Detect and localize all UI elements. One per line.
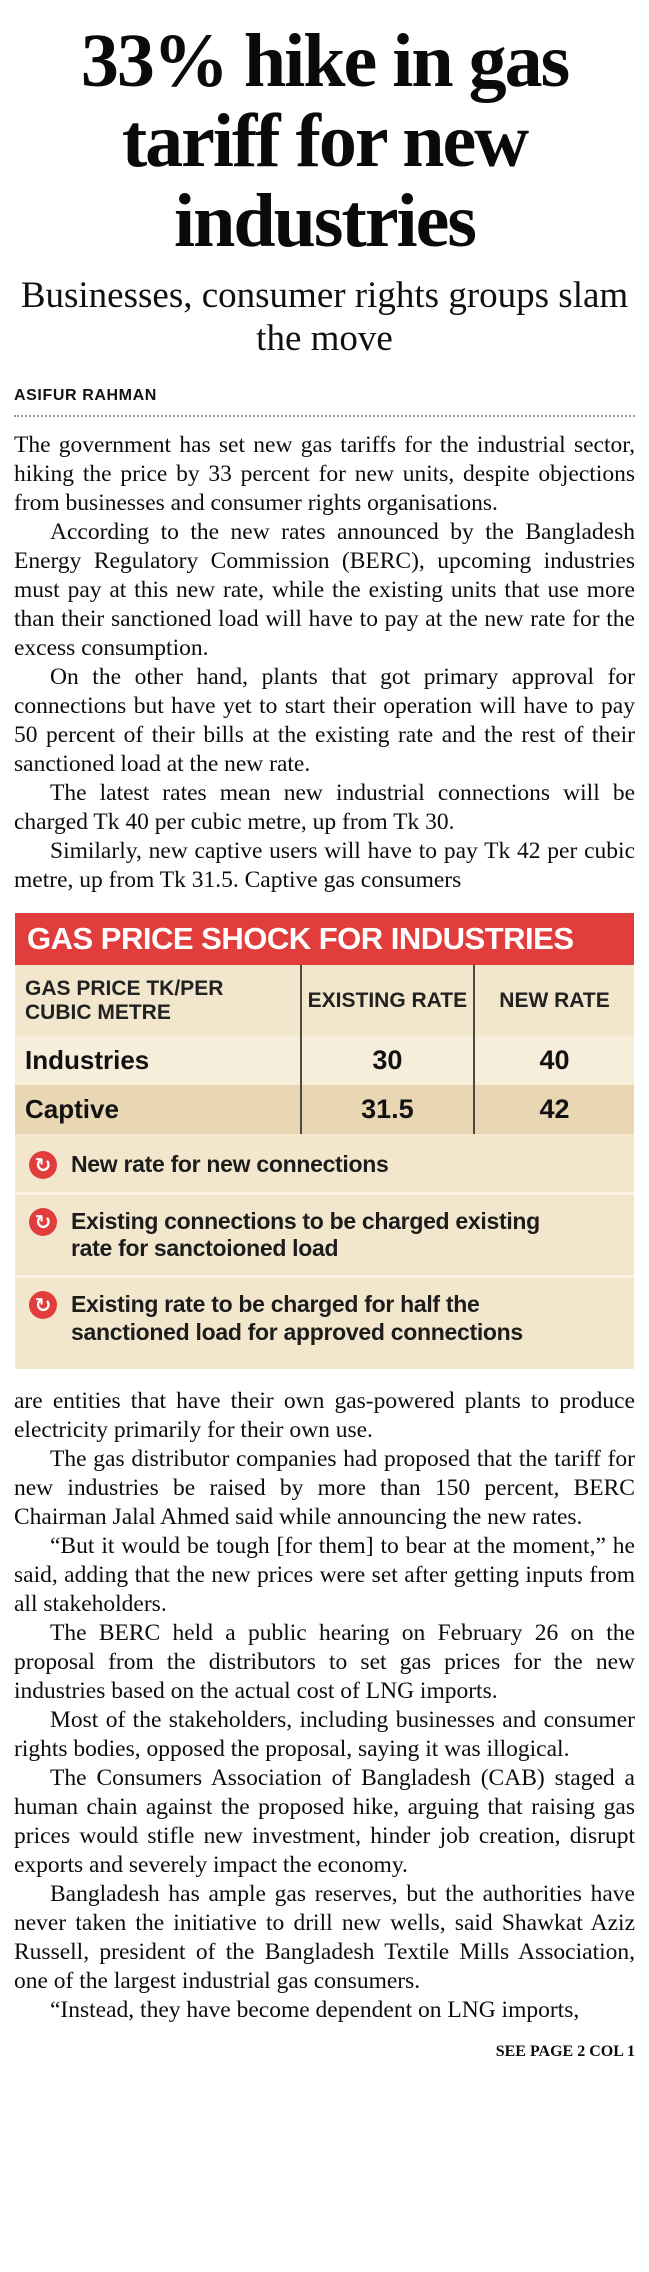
row-label: Captive (25, 1094, 119, 1125)
table-header-price-metric: GAS PRICE TK/PER CUBIC METRE (25, 977, 224, 1024)
article-body-top: The government has set new gas tariffs f… (14, 431, 635, 895)
article-paragraph: “Instead, they have become dependent on … (50, 1996, 580, 2023)
table-header-new-rate: NEW RATE (473, 965, 634, 1037)
headline: 33% hike in gas tariff for new industrie… (80, 19, 570, 263)
table-header-existing-rate: EXISTING RATE (299, 965, 473, 1037)
infographic-title-banner: GAS PRICE SHOCK FOR INDUSTRIES (15, 913, 634, 966)
circular-arrow-icon: ↻ (29, 1208, 57, 1237)
table-row-captive: Captive 31.5 42 (15, 1085, 634, 1135)
new-rate-value: 40 (473, 1036, 634, 1086)
article-body-bottom: are entities that have their own gas-pow… (14, 1387, 635, 2025)
byline-divider (14, 415, 635, 418)
subheadline: Businesses, consumer rights groups slam … (20, 275, 629, 360)
table-header-row: GAS PRICE TK/PER CUBIC METRE EXISTING RA… (15, 965, 634, 1037)
article-paragraph: Similarly, new captive users will have t… (14, 838, 635, 894)
article-paragraph: According to the new rates announced by … (14, 519, 635, 662)
table-row-industries: Industries 30 40 (15, 1036, 634, 1086)
article-paragraph: The gas distributor companies had propos… (14, 1445, 635, 1530)
note-item: ↻ Existing rate to be charged for half t… (15, 1275, 634, 1358)
article-paragraph: Most of the stakeholders, including busi… (14, 1706, 635, 1762)
new-rate-value: 42 (473, 1085, 634, 1135)
existing-rate-value: 31.5 (299, 1085, 473, 1135)
article-paragraph: The latest rates mean new industrial con… (14, 780, 635, 836)
byline: ASIFUR RAHMAN (14, 387, 157, 405)
gas-price-table: GAS PRICE TK/PER CUBIC METRE EXISTING RA… (15, 965, 634, 1135)
article-paragraph: “But it would be tough [for them] to bea… (14, 1532, 635, 1617)
article-paragraph: are entities that have their own gas-pow… (14, 1387, 635, 1443)
continuation-note: SEE PAGE 2 COL 1 (495, 2042, 635, 2060)
note-item: ↻ Existing connections to be charged exi… (15, 1192, 634, 1275)
row-label: Industries (25, 1045, 150, 1076)
note-text: Existing rate to be charged for half the… (71, 1291, 523, 1345)
article-paragraph: Bangladesh has ample gas reserves, but t… (14, 1880, 635, 1994)
circular-arrow-icon: ↻ (29, 1291, 57, 1320)
article-paragraph: The government has set new gas tariffs f… (14, 432, 635, 517)
infographic-notes: ↻ New rate for new connections ↻ Existin… (15, 1134, 634, 1369)
note-text: New rate for new connections (71, 1151, 389, 1178)
note-text: Existing connections to be charged exist… (71, 1208, 540, 1262)
article-paragraph: The BERC held a public hearing on Februa… (14, 1619, 635, 1704)
circular-arrow-icon: ↻ (29, 1151, 57, 1180)
article-paragraph: On the other hand, plants that got prima… (14, 664, 635, 778)
article-paragraph: The Consumers Association of Bangladesh … (14, 1764, 635, 1878)
gas-price-infographic: GAS PRICE SHOCK FOR INDUSTRIES GAS PRICE… (15, 913, 634, 1369)
note-item: ↻ New rate for new connections (15, 1138, 634, 1192)
existing-rate-value: 30 (299, 1036, 473, 1086)
